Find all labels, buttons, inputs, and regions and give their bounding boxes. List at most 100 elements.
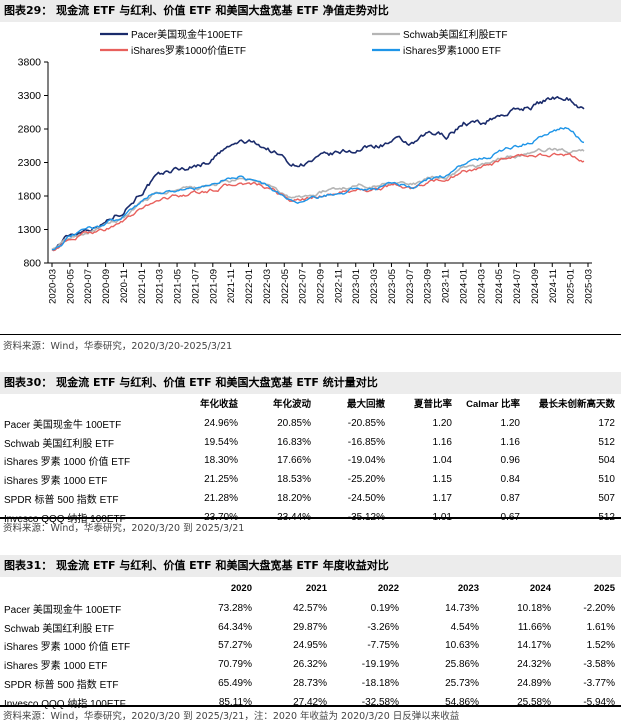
y-tick-label: 2300 bbox=[18, 157, 42, 169]
header-2020: 2020 bbox=[230, 582, 252, 594]
value-cell: 1.16 bbox=[500, 436, 520, 448]
value-cell: 1.17 bbox=[432, 493, 452, 505]
value-cell: 172 bbox=[598, 417, 615, 429]
value-cell: -3.58% bbox=[583, 659, 615, 671]
x-tick-label: 2020-07 bbox=[83, 269, 94, 304]
legend-label: iShares罗素1000价值ETF bbox=[131, 44, 246, 57]
stats-table-header: 年化收益 年化波动 最大回撤 夏普比率 Calmar 比率 最长未创新高天数 bbox=[4, 392, 615, 414]
x-tick-label: 2024-03 bbox=[476, 269, 487, 304]
x-tick-label: 2020-03 bbox=[48, 269, 59, 304]
value-cell: 17.66% bbox=[277, 455, 311, 467]
value-cell: -25.20% bbox=[347, 474, 385, 486]
x-tick-label: 2021-03 bbox=[155, 269, 166, 304]
legend-label: iShares罗素1000 ETF bbox=[403, 44, 501, 57]
fund-name-cell: Pacer 美国现金牛 100ETF bbox=[4, 604, 122, 616]
value-cell: -7.75% bbox=[367, 640, 399, 652]
fund-name-cell: Schwab 美国红利股 ETF bbox=[4, 623, 115, 635]
value-cell: 85.11% bbox=[218, 696, 252, 708]
value-cell: 507 bbox=[598, 493, 615, 505]
header-2021: 2021 bbox=[305, 582, 327, 594]
header-2023: 2023 bbox=[457, 582, 479, 594]
table-row: iShares 罗素 1000 价值 ETF 57.27% 24.95% -7.75%… bbox=[4, 637, 615, 656]
x-tick-label: 2021-11 bbox=[226, 269, 237, 303]
value-cell: 11.66% bbox=[517, 621, 551, 633]
value-cell: 65.49% bbox=[218, 678, 252, 690]
value-cell: 57.27% bbox=[218, 640, 252, 652]
value-cell: 20.85% bbox=[277, 417, 311, 429]
value-cell: 19.54% bbox=[204, 436, 238, 448]
stats-table: 年化收益 年化波动 最大回撤 夏普比率 Calmar 比率 最长未创新高天数 P… bbox=[4, 392, 615, 527]
value-cell: 64.34% bbox=[218, 621, 252, 633]
x-tick-label: 2021-05 bbox=[173, 269, 184, 304]
value-cell: 1.04 bbox=[432, 455, 452, 467]
header-cell-blank bbox=[4, 392, 167, 414]
header-annual-volatility: 年化波动 bbox=[272, 399, 311, 410]
x-tick-label: 2022-07 bbox=[298, 269, 309, 304]
x-tick-label: 2020-11 bbox=[119, 269, 130, 303]
value-cell: 10.18% bbox=[517, 602, 551, 614]
value-cell: 1.15 bbox=[432, 474, 452, 486]
legend-label: Schwab美国红利股ETF bbox=[403, 28, 507, 41]
header-2024: 2024 bbox=[529, 582, 551, 594]
value-cell: 24.96% bbox=[204, 417, 238, 429]
value-cell: 28.73% bbox=[293, 678, 327, 690]
table-row: iShares 罗素 1000 ETF 21.25% 18.53% -25.20% 1.… bbox=[4, 470, 615, 489]
value-cell: 25.58% bbox=[517, 696, 551, 708]
figure-31-source: 资料来源：Wind，华泰研究，2020/3/20 到 2025/3/21，注：2… bbox=[3, 711, 460, 722]
y-tick-label: 1300 bbox=[18, 224, 42, 236]
value-cell: -24.50% bbox=[347, 493, 385, 505]
figure-30-title: 图表30： 现金流 ETF 与红利、价值 ETF 和美国大盘宽基 ETF 统计量… bbox=[0, 372, 621, 394]
x-tick-label: 2024-07 bbox=[512, 269, 523, 304]
annual-return-table: 2020 2021 2022 2023 2024 2025 Pacer 美国现金… bbox=[4, 577, 615, 712]
value-cell: 16.83% bbox=[277, 436, 311, 448]
fund-name-cell: SPDR 标普 500 指数 ETF bbox=[4, 495, 119, 507]
y-tick-label: 3800 bbox=[18, 57, 42, 69]
value-cell: 21.25% bbox=[204, 474, 238, 486]
value-cell: 1.20 bbox=[500, 417, 520, 429]
table-row: SPDR 标普 500 指数 ETF 65.49% 28.73% -18.18% 25.… bbox=[4, 674, 615, 693]
value-cell: 24.89% bbox=[517, 678, 551, 690]
value-cell: -19.04% bbox=[347, 455, 385, 467]
nav-line-chart: 800 1300 1800 2300 2800 3300 3800 2020-03 2020-0… bbox=[18, 28, 595, 304]
y-tick-label: 3300 bbox=[18, 90, 42, 102]
divider bbox=[0, 517, 621, 519]
figure-30-source: 资料来源：Wind，华泰研究，2020/3/20 到 2025/3/21 bbox=[3, 523, 245, 534]
annual-table-header: 2020 2021 2022 2023 2024 2025 bbox=[4, 577, 615, 599]
x-tick-label: 2022-11 bbox=[333, 269, 344, 303]
value-cell: -5.94% bbox=[583, 696, 615, 708]
table-row: Schwab 美国红利股 ETF 64.34% 29.87% -3.26% 4.54% 1… bbox=[4, 618, 615, 637]
fund-name-cell: iShares 罗素 1000 价值 ETF bbox=[4, 642, 131, 654]
value-cell: 512 bbox=[598, 436, 615, 448]
header-sharpe: 夏普比率 bbox=[413, 399, 452, 410]
value-cell: 18.53% bbox=[277, 474, 311, 486]
x-tick-label: 2024-11 bbox=[548, 269, 559, 303]
table-row: Pacer 美国现金牛 100ETF 24.96% 20.85% -20.85% 1.2… bbox=[4, 414, 615, 433]
value-cell: 73.28% bbox=[218, 602, 252, 614]
x-tick-label: 2023-03 bbox=[369, 269, 380, 304]
header-2025: 2025 bbox=[593, 582, 615, 594]
y-tick-label: 2800 bbox=[18, 124, 42, 136]
fund-name-cell: iShares 罗素 1000 价值 ETF bbox=[4, 457, 131, 469]
value-cell: -3.77% bbox=[583, 678, 615, 690]
x-tick-label: 2023-11 bbox=[441, 269, 452, 303]
value-cell: 25.73% bbox=[445, 678, 479, 690]
value-cell: -2.20% bbox=[583, 602, 615, 614]
x-tick-label: 2022-01 bbox=[244, 269, 255, 304]
table-row: Schwab 美国红利股 ETF 19.54% 16.83% -16.85% 1.16 1… bbox=[4, 433, 615, 452]
value-cell: 1.52% bbox=[586, 640, 615, 652]
header-annual-return: 年化收益 bbox=[199, 399, 238, 410]
fund-name-cell: Pacer 美国现金牛 100ETF bbox=[4, 419, 122, 431]
value-cell: 0.84 bbox=[500, 474, 520, 486]
table-row: iShares 罗素 1000 价值 ETF 18.30% 17.66% -19.04… bbox=[4, 452, 615, 471]
table-row: iShares 罗素 1000 ETF 70.79% 26.32% -19.19% 25… bbox=[4, 655, 615, 674]
y-tick-label: 800 bbox=[23, 258, 41, 270]
x-tick-label: 2023-07 bbox=[405, 269, 416, 304]
value-cell: 18.30% bbox=[204, 455, 238, 467]
value-cell: -16.85% bbox=[347, 436, 385, 448]
fund-name-cell: Invesco QQQ 纳指 100ETF bbox=[4, 513, 126, 525]
x-tick-label: 2022-05 bbox=[280, 269, 291, 304]
value-cell: 18.20% bbox=[277, 493, 311, 505]
fund-name-cell: iShares 罗素 1000 ETF bbox=[4, 661, 108, 673]
value-cell: 10.63% bbox=[445, 640, 479, 652]
header-longest-no-high: 最长未创新高天数 bbox=[538, 399, 615, 410]
